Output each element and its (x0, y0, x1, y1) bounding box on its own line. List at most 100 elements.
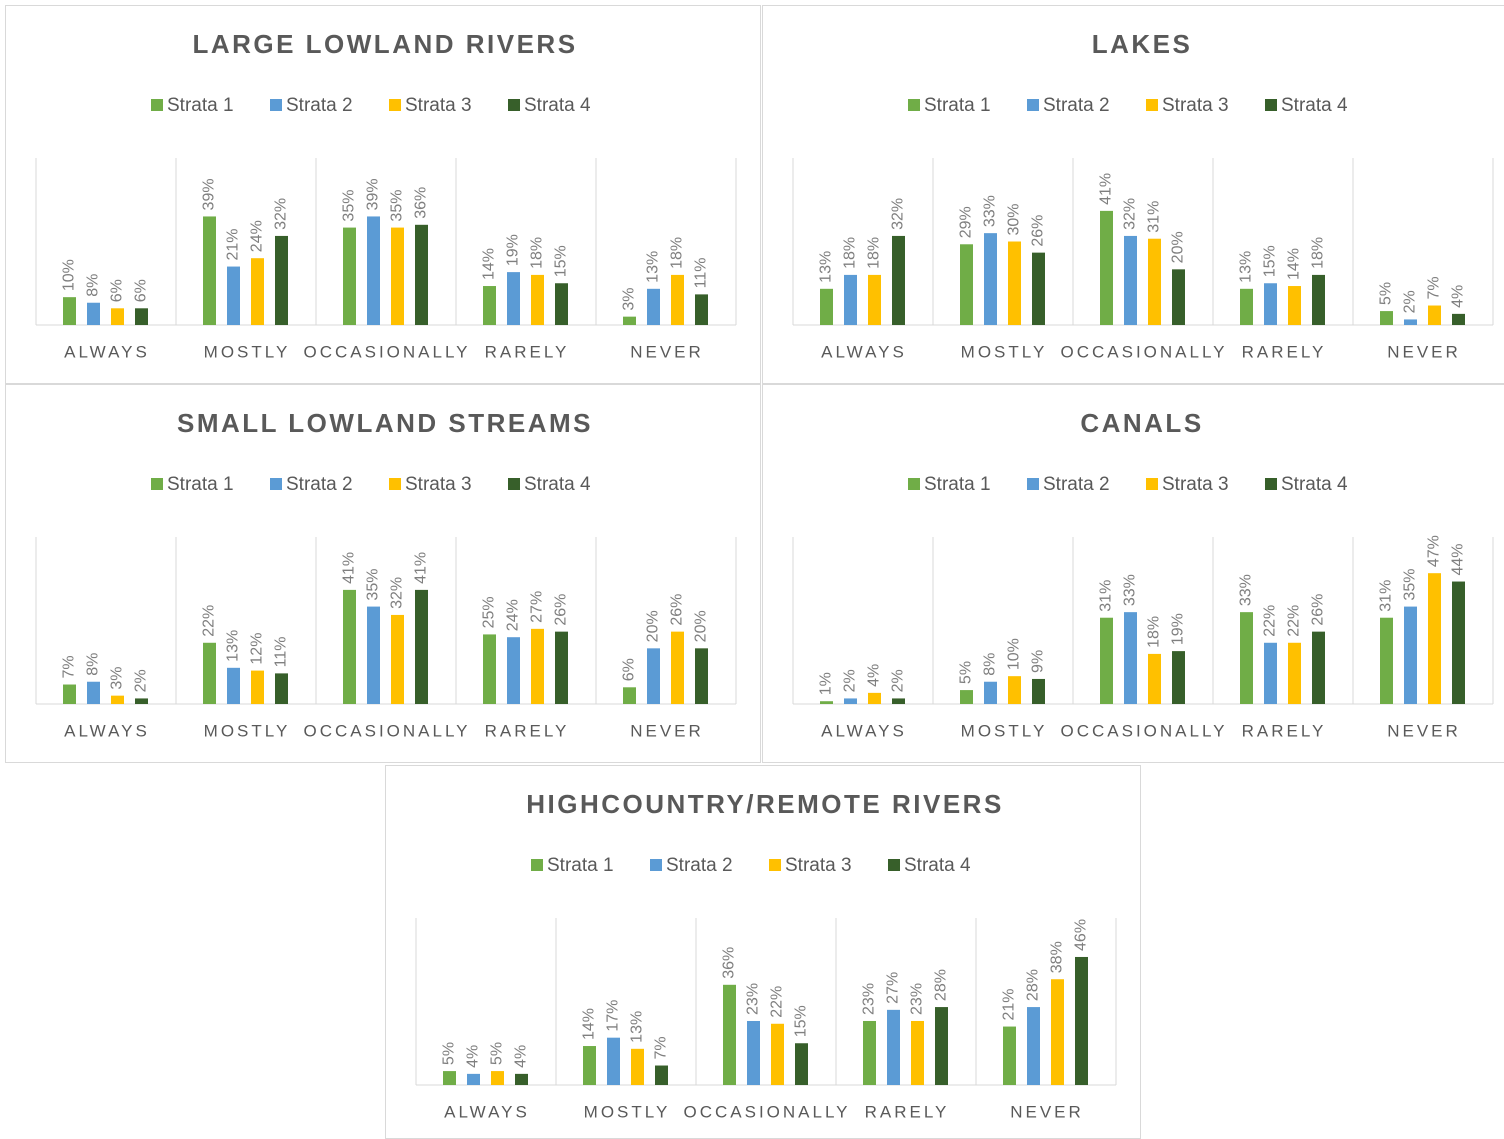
x-tick-label: OCCASIONALLY (1060, 342, 1227, 361)
bar (63, 297, 76, 325)
x-tick-label: RARELY (1242, 721, 1327, 740)
value-label: 15% (793, 1005, 810, 1037)
x-tick-label: NEVER (630, 342, 704, 361)
x-tick-label: RARELY (485, 721, 570, 740)
value-label: 13% (818, 251, 835, 283)
x-tick-label: RARELY (485, 342, 570, 361)
bar (1148, 653, 1161, 704)
value-label: 18% (866, 237, 883, 269)
value-label: 41% (413, 552, 430, 584)
bar (1288, 286, 1301, 325)
bar (111, 695, 124, 704)
bar (607, 1037, 620, 1085)
bar (1428, 305, 1441, 325)
bar (623, 687, 636, 704)
value-label: 15% (1262, 245, 1279, 277)
value-label: 23% (745, 983, 762, 1015)
value-label: 12% (249, 633, 266, 665)
legend-label: Strata 3 (1162, 474, 1229, 495)
value-label: 29% (958, 206, 975, 238)
value-label: 11% (273, 637, 290, 668)
value-label: 33% (1238, 574, 1255, 606)
value-label: 1% (818, 672, 835, 695)
bar (844, 274, 857, 325)
legend-swatch (1265, 478, 1277, 490)
bar (695, 648, 708, 704)
bar (415, 589, 428, 704)
legend-label: Strata 2 (666, 855, 733, 876)
x-tick-label: OCCASIONALLY (303, 342, 470, 361)
value-label: 22% (1286, 605, 1303, 637)
value-label: 18% (669, 237, 686, 269)
bar (655, 1065, 668, 1085)
value-label: 13% (225, 630, 242, 662)
bar (63, 684, 76, 704)
panel-border (5, 5, 761, 384)
x-tick-label: NEVER (1010, 1102, 1084, 1121)
bar (1124, 235, 1137, 325)
legend-swatch (151, 478, 163, 490)
bar (343, 227, 356, 325)
legend-label: Strata 1 (167, 95, 234, 116)
value-label: 31% (1146, 201, 1163, 233)
panel-border (762, 384, 1504, 763)
bar (1428, 573, 1441, 704)
value-label: 22% (769, 986, 786, 1018)
x-tick-label: MOSTLY (204, 342, 291, 361)
x-tick-label: MOSTLY (204, 721, 291, 740)
value-label: 13% (629, 1011, 646, 1043)
legend-swatch (1027, 99, 1039, 111)
legend-label: Strata 4 (1281, 474, 1348, 495)
bar (515, 1073, 528, 1085)
bar (203, 216, 216, 325)
legend-label: Strata 4 (524, 95, 591, 116)
bar (1100, 210, 1113, 325)
bar (491, 1071, 504, 1085)
bar (1240, 288, 1253, 325)
bar (723, 984, 736, 1085)
bar (135, 308, 148, 325)
legend-label: Strata 3 (785, 855, 852, 876)
bar (1172, 651, 1185, 704)
legend-swatch (389, 99, 401, 111)
value-label: 5% (958, 661, 975, 684)
value-label: 6% (109, 279, 126, 302)
value-label: 32% (890, 198, 907, 230)
value-label: 4% (465, 1045, 482, 1068)
value-label: 21% (1001, 989, 1018, 1021)
value-label: 20% (645, 610, 662, 642)
panel-border (5, 384, 761, 763)
x-tick-label: OCCASIONALLY (1060, 721, 1227, 740)
value-label: 31% (1098, 580, 1115, 612)
value-label: 26% (1310, 594, 1327, 626)
x-tick-label: MOSTLY (584, 1102, 671, 1121)
bar (911, 1020, 924, 1085)
bar (227, 667, 240, 704)
legend-label: Strata 4 (904, 855, 971, 876)
bar (443, 1071, 456, 1085)
value-label: 19% (1170, 613, 1187, 645)
value-label: 14% (1286, 248, 1303, 280)
bar (391, 227, 404, 325)
value-label: 28% (933, 969, 950, 1001)
bar (1380, 617, 1393, 704)
bar (647, 288, 660, 325)
value-label: 22% (201, 605, 218, 637)
value-label: 20% (693, 610, 710, 642)
legend-swatch (270, 478, 282, 490)
legend-swatch (1146, 478, 1158, 490)
x-tick-label: OCCASIONALLY (303, 721, 470, 740)
bar (135, 698, 148, 704)
bar (251, 670, 264, 704)
value-label: 13% (1238, 251, 1255, 283)
value-label: 2% (842, 669, 859, 692)
bar (87, 302, 100, 325)
bar (1008, 676, 1021, 704)
x-tick-label: ALWAYS (821, 721, 907, 740)
bar (507, 637, 520, 704)
bar (935, 1007, 948, 1085)
x-tick-label: ALWAYS (64, 721, 150, 740)
bar (1032, 678, 1045, 704)
legend-label: Strata 3 (405, 95, 472, 116)
bar (483, 286, 496, 325)
